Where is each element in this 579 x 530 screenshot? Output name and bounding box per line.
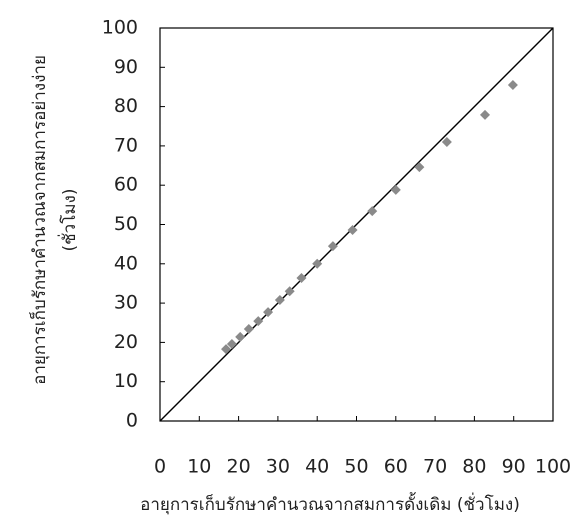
point (348, 225, 358, 235)
y-axis-label: (ชั่วโมง) (57, 189, 80, 252)
point (508, 80, 518, 90)
point (244, 324, 254, 334)
x-tick-label: 50 (344, 456, 368, 478)
point (480, 110, 490, 120)
y-axis-label-group: อายุการเก็บรักษาคำนวณจากสมการอย่างง่าย (… (28, 55, 80, 385)
x-tick-label: 100 (535, 456, 571, 478)
y-tick-label: 30 (114, 292, 138, 314)
point (253, 316, 263, 326)
y-tick-label: 80 (114, 95, 138, 117)
x-tick-label: 40 (305, 456, 329, 478)
y-tick-label: 20 (114, 331, 138, 353)
y-tick-label: 70 (114, 134, 138, 156)
x-tick-label: 0 (154, 456, 166, 478)
point (391, 185, 401, 195)
y-tick-label: 40 (114, 252, 138, 274)
y-tick-label: 50 (114, 213, 138, 235)
x-axis-label: อายุการเก็บรักษาคำนวณจากสมการดั้งเดิม (ช… (140, 492, 520, 515)
x-tick-label: 30 (266, 456, 290, 478)
x-tick-label: 60 (384, 456, 408, 478)
x-tick-label: 90 (502, 456, 526, 478)
y-tick-label: 10 (114, 370, 138, 392)
point (414, 162, 424, 172)
y-tick-label: 60 (114, 174, 138, 196)
y-tick-label: 100 (102, 17, 138, 39)
x-tick-label: 10 (187, 456, 211, 478)
point (235, 332, 245, 342)
point (275, 295, 285, 305)
chart: อายุการเก็บรักษาคำนวณจากสมการดั้งเดิม (ช… (0, 0, 579, 530)
y-axis-label: อายุการเก็บรักษาคำนวณจากสมการอย่างง่าย (28, 55, 50, 385)
y-tick-label: 0 (126, 410, 138, 432)
reference-line (160, 28, 553, 421)
point (328, 241, 338, 251)
x-tick-label: 20 (227, 456, 251, 478)
x-tick-label: 70 (423, 456, 447, 478)
x-tick-label: 80 (462, 456, 486, 478)
y-tick-label: 90 (114, 56, 138, 78)
point (296, 273, 306, 283)
point (367, 206, 377, 216)
